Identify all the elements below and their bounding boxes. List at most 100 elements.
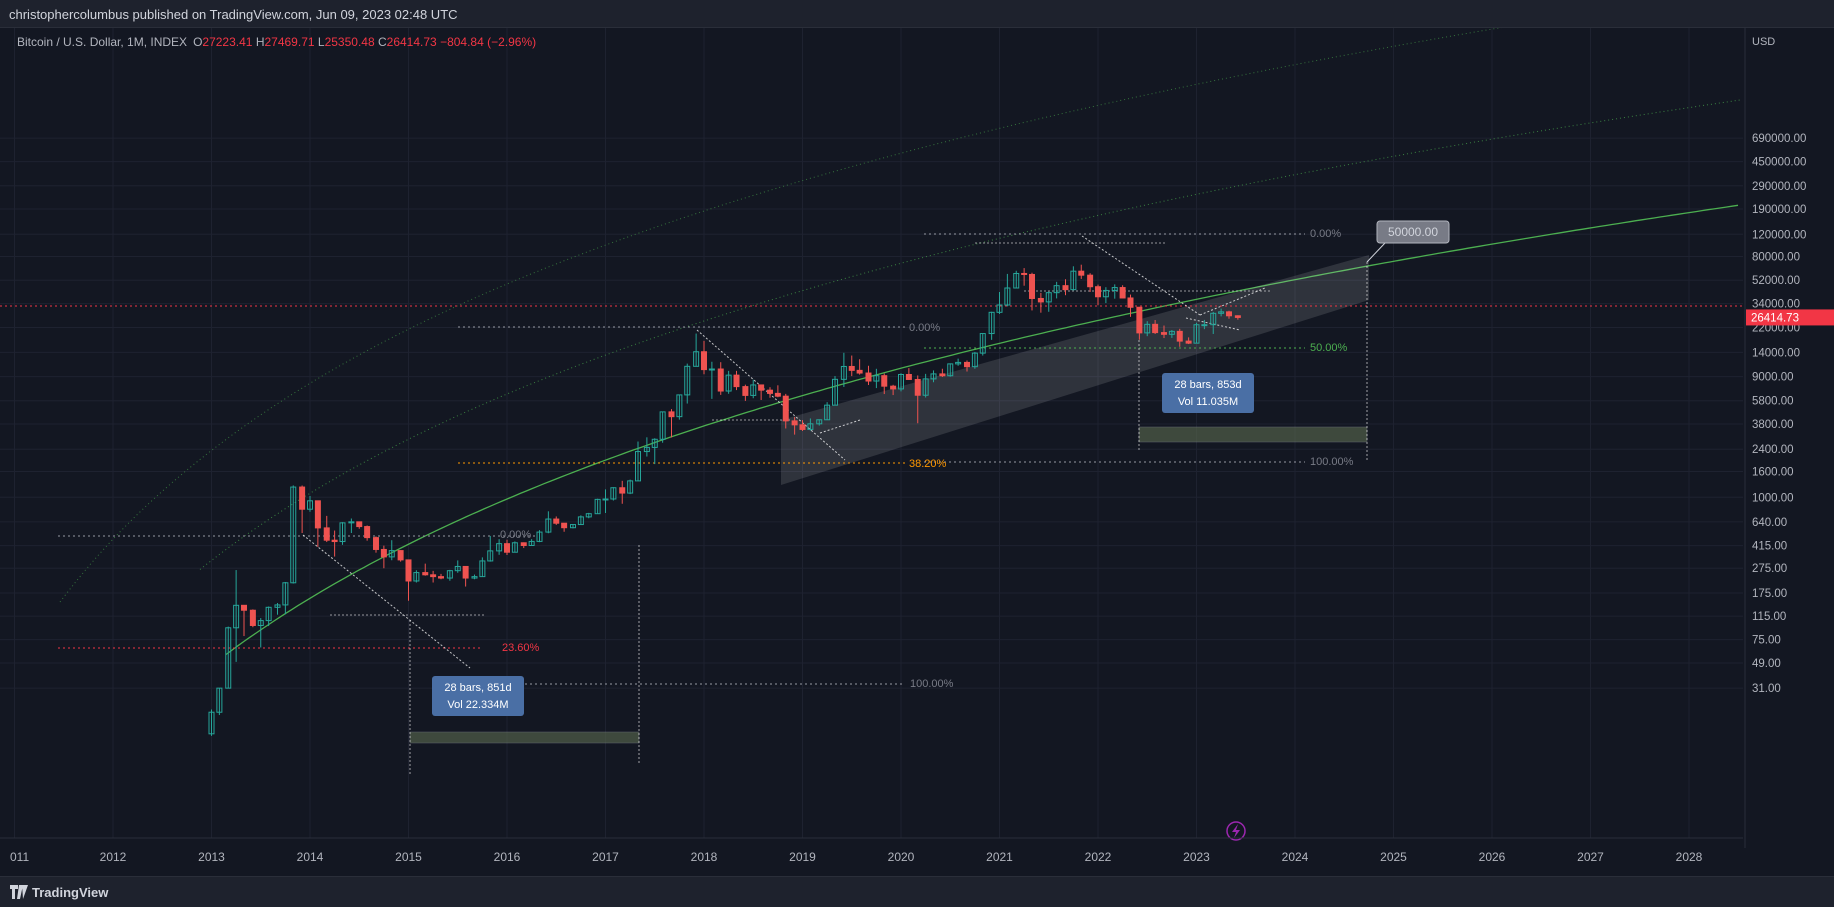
open-value: 27223.41: [202, 35, 253, 49]
candle-up: [479, 560, 486, 578]
y-tick-label: 690000.00: [1752, 133, 1806, 145]
candle-up: [602, 498, 609, 501]
x-tick-label: 2025: [1380, 850, 1407, 864]
candle-up: [922, 378, 929, 396]
candle-up: [1013, 272, 1020, 289]
candle-down: [766, 389, 773, 394]
measure-vol-text: Vol 11.035M: [1178, 396, 1238, 408]
tradingview-brand[interactable]: TradingView: [32, 885, 109, 900]
candle-down: [364, 526, 371, 539]
candle-up: [1193, 324, 1200, 344]
candle-up: [651, 438, 658, 448]
candle-down: [865, 372, 872, 382]
x-tick-label: 2013: [198, 850, 225, 864]
symbol-name: Bitcoin / U.S. Dollar, 1M, INDEX: [17, 35, 188, 49]
low-value: 25350.48: [324, 35, 375, 49]
open-key: O: [193, 35, 203, 49]
fib-label: 100.00%: [910, 678, 954, 690]
candle-down: [356, 521, 363, 528]
candle-up: [348, 521, 355, 524]
candle-down: [619, 487, 626, 494]
measure-info-box: 28 bars, 851d Vol 22.334M: [432, 676, 524, 716]
candle-up: [1201, 324, 1208, 327]
candle-down: [1119, 287, 1126, 299]
candle-up: [643, 446, 650, 453]
projection-channel: [781, 255, 1369, 485]
candle-up: [750, 384, 757, 396]
candle-up: [1053, 285, 1060, 294]
candle-up: [708, 368, 715, 371]
candle-down: [1226, 311, 1233, 317]
measure-vol-text: Vol 22.334M: [447, 699, 508, 711]
candle-down: [1037, 297, 1044, 303]
candle-down: [241, 604, 248, 611]
y-tick-label: 14000.00: [1752, 347, 1800, 359]
candles: [208, 264, 1241, 736]
candle-down: [1021, 272, 1028, 275]
candle-down: [717, 368, 724, 392]
candle-up: [610, 487, 617, 500]
y-tick-label: 190000.00: [1752, 204, 1806, 216]
candle-up: [1045, 292, 1052, 303]
candle-up: [1168, 330, 1175, 335]
candle-up: [840, 365, 847, 380]
fib-label: 100.00%: [1310, 456, 1354, 468]
candle-up: [528, 540, 535, 546]
x-tick-label: 2018: [691, 850, 718, 864]
candle-up: [208, 711, 215, 735]
candle-down: [1029, 273, 1036, 299]
candle-up: [446, 570, 453, 579]
candle-up: [1004, 287, 1011, 306]
y-tick-label: 31.00: [1752, 683, 1781, 695]
candle-up: [290, 486, 297, 584]
candle-up: [955, 361, 962, 365]
date-range-bar: [409, 731, 640, 744]
date-range-bar: [1138, 426, 1368, 443]
measure-info-box: 28 bars, 853d Vol 11.035M: [1162, 373, 1254, 413]
candle-down: [881, 375, 888, 387]
price-chart[interactable]: 0.00% 23.60% 100.00% 0.00% 38.20% 0.00% 50.00%…: [0, 28, 1834, 876]
candle-up: [1102, 289, 1109, 298]
candle-down: [742, 386, 749, 396]
candle-down: [782, 395, 789, 422]
candle-up: [225, 627, 232, 689]
close-key: C: [377, 35, 387, 49]
candle-down: [668, 411, 675, 418]
callout-text: 50000.00: [1388, 225, 1438, 239]
candle-down: [856, 369, 863, 374]
candle-down: [299, 486, 306, 510]
candle-up: [282, 582, 289, 606]
candle-down: [1136, 306, 1143, 334]
y-axis-bg: [1745, 28, 1834, 848]
candle-up: [824, 404, 831, 421]
x-tick-label: 2017: [592, 850, 619, 864]
y-tick-label: 3800.00: [1752, 419, 1794, 431]
candle-down: [504, 543, 510, 553]
candle-up: [684, 365, 691, 396]
candle-up: [545, 518, 552, 533]
candle-up: [1218, 311, 1225, 314]
candle-down: [438, 576, 445, 579]
candle-down: [774, 392, 781, 397]
fib-levels: 0.00% 23.60% 100.00% 0.00% 38.20% 0.00% 50.00%…: [0, 228, 1743, 690]
candle-down: [1234, 315, 1241, 318]
candle-up: [635, 451, 642, 482]
y-tick-label: 120000.00: [1752, 229, 1806, 241]
fib-label: 0.00%: [500, 529, 531, 541]
high-value: 27469.71: [264, 35, 315, 49]
tradingview-logo-icon[interactable]: [10, 885, 28, 899]
measure-bars-text: 28 bars, 851d: [444, 682, 511, 694]
lightning-icon[interactable]: [1226, 821, 1246, 841]
candle-up: [216, 687, 223, 713]
candle-down: [848, 365, 855, 371]
candle-up: [898, 373, 904, 390]
y-tick-label: 52000.00: [1752, 275, 1800, 287]
x-tick-label: 2026: [1479, 850, 1506, 864]
y-tick-label: 450000.00: [1752, 157, 1806, 169]
x-tick-label: 2027: [1577, 850, 1604, 864]
candle-up: [1070, 270, 1077, 291]
candle-down: [372, 537, 379, 550]
y-tick-label: 1000.00: [1752, 492, 1794, 504]
candle-down: [561, 522, 568, 529]
candle-up: [233, 604, 240, 629]
